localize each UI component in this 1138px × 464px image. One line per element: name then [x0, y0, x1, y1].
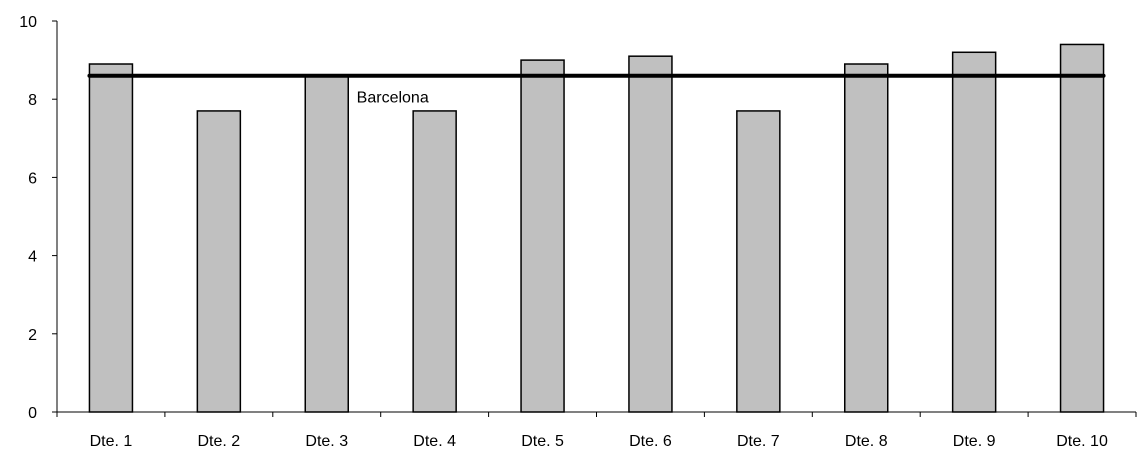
- bar: [196, 110, 242, 413]
- y-tick-label: 2: [28, 327, 37, 344]
- y-tick-label: 6: [28, 170, 37, 187]
- x-axis: Dte. 1 Dte. 2 Dte. 3 Dte. 4 Dte. 5 Dte. 6 Dte.…: [56, 411, 1137, 450]
- y-tick-label: 4: [28, 249, 37, 266]
- bar: [1059, 43, 1105, 413]
- y-tick-label: 0: [28, 405, 37, 422]
- x-tick-label: Dte. 2: [198, 433, 241, 450]
- bar: [304, 74, 349, 413]
- x-tick-label: Dte. 6: [629, 433, 672, 450]
- x-tick-label: Dte. 8: [845, 433, 888, 450]
- bar: [88, 63, 134, 413]
- y-tick-label: 10: [19, 14, 37, 31]
- reference-line-group: Barcelona: [87, 73, 1106, 107]
- bar: [736, 110, 781, 413]
- y-axis: 0 2 4 6 8 10: [19, 14, 58, 422]
- reference-line-label: Barcelona: [357, 90, 429, 107]
- bars: [88, 43, 1105, 413]
- bar: [951, 51, 997, 413]
- x-tick-label: Dte. 1: [90, 433, 133, 450]
- x-tick-label: Dte. 4: [413, 433, 456, 450]
- x-tick-label: Dte. 3: [305, 433, 348, 450]
- x-tick-label: Dte. 9: [953, 433, 996, 450]
- bar: [412, 110, 457, 413]
- x-tick-label: Dte. 5: [521, 433, 564, 450]
- bar: [520, 59, 565, 413]
- bar: [628, 55, 673, 413]
- x-tick-label: Dte. 10: [1056, 433, 1108, 450]
- x-tick-label: Dte. 7: [737, 433, 780, 450]
- bar: [844, 63, 889, 413]
- y-tick-label: 8: [28, 92, 37, 109]
